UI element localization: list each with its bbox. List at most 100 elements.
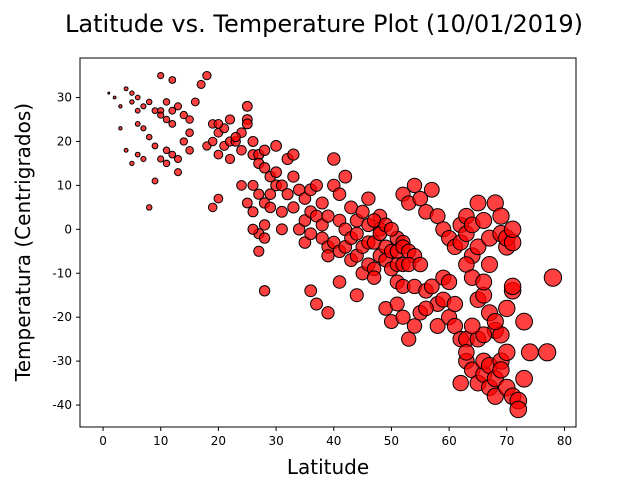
data-point xyxy=(162,146,171,155)
data-point xyxy=(118,126,123,131)
data-point xyxy=(207,136,218,147)
data-point xyxy=(418,300,434,317)
data-point xyxy=(258,285,271,297)
x-tick-label: 0 xyxy=(99,434,107,448)
chart-title: Latitude vs. Temperature Plot (10/01/201… xyxy=(65,10,583,38)
y-tick-label: -20 xyxy=(52,310,72,324)
data-point xyxy=(543,268,563,287)
data-point xyxy=(275,223,288,236)
data-point xyxy=(258,162,271,174)
data-point xyxy=(492,207,510,225)
data-point xyxy=(151,107,159,115)
data-point xyxy=(179,110,188,120)
data-point xyxy=(162,115,171,124)
data-point xyxy=(486,313,504,331)
data-point xyxy=(515,312,533,331)
data-point xyxy=(475,273,493,291)
data-point xyxy=(253,188,265,200)
data-point xyxy=(129,160,135,167)
data-point xyxy=(107,91,111,95)
x-tick-label: 70 xyxy=(499,434,514,448)
data-point xyxy=(247,179,259,191)
data-point xyxy=(264,188,277,200)
data-point xyxy=(190,97,200,107)
data-point xyxy=(134,107,141,114)
data-point xyxy=(315,196,329,210)
data-point xyxy=(207,202,218,213)
data-point xyxy=(366,270,382,285)
data-point xyxy=(287,201,300,214)
data-point xyxy=(412,256,429,273)
y-tick-label: 0 xyxy=(64,222,72,236)
data-point xyxy=(112,95,117,100)
data-point xyxy=(258,232,271,244)
x-tick-label: 40 xyxy=(326,434,341,448)
y-axis-title: Temperatura (Centrigrados) xyxy=(11,103,35,382)
data-point xyxy=(469,194,487,212)
data-point xyxy=(395,309,411,325)
data-point xyxy=(298,236,312,249)
data-point xyxy=(321,306,335,320)
y-tick-label: -30 xyxy=(52,354,72,368)
data-point xyxy=(446,295,464,313)
data-point xyxy=(145,98,153,106)
data-point xyxy=(123,147,129,153)
data-point xyxy=(503,220,522,239)
data-point xyxy=(492,361,510,379)
data-point xyxy=(151,142,159,150)
data-point xyxy=(213,119,224,129)
x-tick-label: 20 xyxy=(211,434,226,448)
data-point xyxy=(185,146,194,155)
data-point xyxy=(213,149,224,160)
data-point xyxy=(383,221,399,237)
data-point xyxy=(134,94,141,101)
data-point xyxy=(236,145,247,156)
points-layer xyxy=(107,70,563,419)
data-point xyxy=(475,212,493,229)
data-point xyxy=(520,343,539,362)
data-point xyxy=(140,125,147,132)
data-point xyxy=(270,166,282,179)
data-point xyxy=(129,99,135,105)
data-point xyxy=(157,111,165,119)
data-point xyxy=(275,205,288,218)
data-point xyxy=(287,170,300,183)
data-point xyxy=(452,374,469,392)
x-tick-label: 10 xyxy=(153,434,168,448)
data-point xyxy=(258,144,271,156)
data-point xyxy=(275,179,288,192)
data-point xyxy=(168,150,177,159)
data-point xyxy=(406,318,423,334)
data-point xyxy=(429,318,446,334)
data-point xyxy=(241,197,253,209)
data-point xyxy=(145,204,153,211)
data-point xyxy=(157,72,165,80)
data-point xyxy=(230,131,241,143)
y-tick-label: 10 xyxy=(57,178,72,192)
plot-frame xyxy=(79,57,577,428)
data-point xyxy=(327,152,341,166)
data-point xyxy=(129,90,135,96)
data-point xyxy=(287,148,300,161)
data-point xyxy=(140,155,147,163)
data-point xyxy=(509,400,528,419)
data-point xyxy=(140,103,147,110)
data-point xyxy=(503,277,522,296)
data-point xyxy=(224,114,236,125)
y-tick-label: -10 xyxy=(52,266,72,280)
data-point xyxy=(157,155,165,163)
data-point xyxy=(145,133,153,141)
data-point xyxy=(429,208,446,225)
data-point xyxy=(389,296,405,312)
data-point xyxy=(247,206,259,218)
data-point xyxy=(423,181,440,198)
data-point xyxy=(423,278,440,295)
x-axis-title: Latitude xyxy=(287,455,369,479)
data-point xyxy=(463,317,481,335)
data-point xyxy=(469,238,487,256)
x-tick-label: 50 xyxy=(384,434,399,448)
data-point xyxy=(247,223,259,235)
data-point xyxy=(332,187,347,201)
data-point xyxy=(361,191,376,206)
